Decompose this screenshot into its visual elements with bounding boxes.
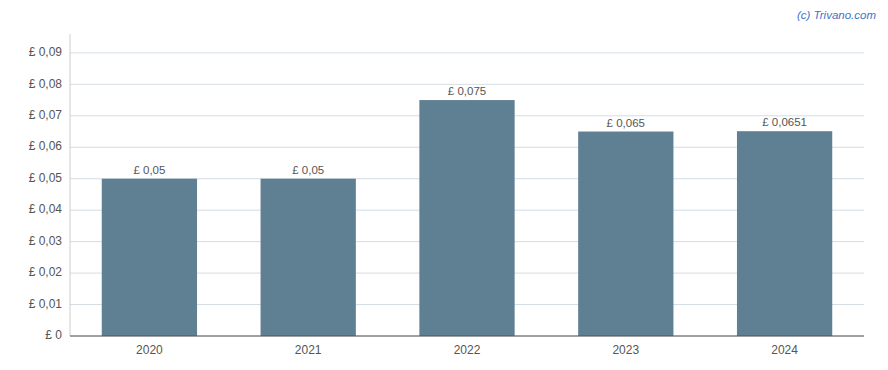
bar	[578, 132, 673, 336]
x-tick-label: 2023	[612, 343, 639, 357]
bars	[102, 100, 832, 336]
bar	[737, 131, 832, 336]
y-tick-label: £ 0,03	[29, 234, 63, 248]
y-tick-label: £ 0,04	[29, 202, 63, 216]
x-tick-label: 2022	[454, 343, 481, 357]
page: {"chart_data": { "type": "bar", "categor…	[0, 0, 888, 370]
grid-line	[70, 52, 864, 53]
bar	[419, 100, 514, 336]
x-axis: 2020 2021 2022 2023 2024	[70, 336, 864, 357]
bar	[261, 179, 356, 336]
watermark: (c) Trivano.com	[797, 9, 876, 21]
x-tick-label: 2020	[136, 343, 163, 357]
y-tick-label: £ 0	[45, 328, 62, 342]
grid-line	[70, 336, 864, 337]
y-axis-line	[70, 34, 71, 336]
bar	[102, 179, 197, 336]
y-tick-label: £ 0,01	[29, 297, 63, 311]
y-tick-label: £ 0,02	[29, 265, 63, 279]
data-label: £ 0,05	[133, 164, 165, 176]
y-tick-label: £ 0,06	[29, 139, 63, 153]
grid	[70, 53, 864, 336]
x-tick-label: 2021	[295, 343, 322, 357]
x-axis-line	[70, 336, 864, 337]
x-tick-label: 2024	[771, 343, 798, 357]
data-label: £ 0,075	[448, 85, 486, 97]
data-label: £ 0,065	[607, 117, 645, 129]
chart: £ 0 £ 0,01 £ 0,02 £ 0,03 £ 0,04 £ 0,05 £ 0,06 £…	[0, 0, 888, 370]
y-tick-label: £ 0,09	[29, 45, 63, 59]
data-labels: £ 0,05 £ 0,05 £ 0,075 £ 0,065 £ 0,0651	[133, 85, 807, 176]
y-tick-label: £ 0,05	[29, 171, 63, 185]
y-axis: £ 0 £ 0,01 £ 0,02 £ 0,03 £ 0,04 £ 0,05 £ 0,06 £…	[29, 34, 70, 342]
y-tick-label: £ 0,08	[29, 77, 63, 91]
y-tick-label: £ 0,07	[29, 108, 63, 122]
data-label: £ 0,0651	[762, 116, 807, 128]
data-label: £ 0,05	[292, 164, 324, 176]
